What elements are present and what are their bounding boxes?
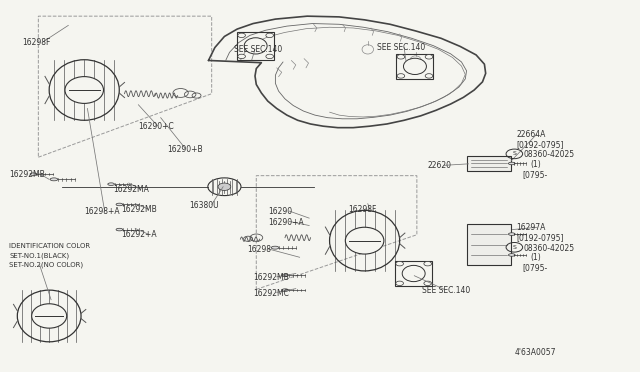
- Ellipse shape: [108, 183, 115, 186]
- Ellipse shape: [403, 58, 426, 74]
- Text: SET-NO.2(NO COLOR): SET-NO.2(NO COLOR): [9, 262, 83, 268]
- Text: 16292+A: 16292+A: [121, 230, 157, 239]
- Ellipse shape: [402, 265, 425, 282]
- Text: S: S: [513, 245, 516, 250]
- Text: 16298F: 16298F: [349, 205, 377, 215]
- Ellipse shape: [116, 228, 123, 231]
- Text: 16297A: 16297A: [516, 223, 546, 232]
- Text: 4'63A0057: 4'63A0057: [515, 347, 556, 357]
- Polygon shape: [467, 224, 511, 265]
- Text: SEE SEC.140: SEE SEC.140: [378, 43, 426, 52]
- Ellipse shape: [346, 227, 384, 254]
- Ellipse shape: [31, 304, 67, 328]
- Ellipse shape: [282, 289, 289, 291]
- Circle shape: [218, 183, 231, 190]
- Text: SEE SEC.140: SEE SEC.140: [422, 286, 470, 295]
- Ellipse shape: [508, 162, 515, 165]
- Circle shape: [396, 281, 403, 286]
- Text: 16292MA: 16292MA: [113, 185, 148, 194]
- Circle shape: [238, 54, 245, 59]
- Ellipse shape: [65, 77, 104, 103]
- Ellipse shape: [30, 173, 36, 176]
- Text: SEE SEC.140: SEE SEC.140: [234, 45, 282, 54]
- Circle shape: [238, 33, 245, 38]
- Text: (1): (1): [531, 253, 541, 263]
- Circle shape: [266, 33, 273, 38]
- Ellipse shape: [50, 178, 58, 181]
- Text: 16298F: 16298F: [22, 38, 50, 46]
- Text: [0192-0795]: [0192-0795]: [516, 233, 564, 242]
- Text: 16292MB: 16292MB: [253, 273, 289, 282]
- Ellipse shape: [208, 178, 241, 196]
- Text: IDENTIFICATION COLOR: IDENTIFICATION COLOR: [9, 243, 90, 249]
- Ellipse shape: [244, 38, 267, 54]
- Ellipse shape: [508, 254, 515, 256]
- Text: 16292MB: 16292MB: [121, 205, 157, 215]
- Text: 08360-42025: 08360-42025: [524, 150, 575, 159]
- Text: 16380U: 16380U: [189, 201, 219, 210]
- Ellipse shape: [271, 246, 279, 249]
- Text: 16290+B: 16290+B: [167, 145, 203, 154]
- Text: 16298: 16298: [246, 245, 271, 254]
- Text: (1): (1): [531, 160, 541, 169]
- Circle shape: [424, 262, 431, 266]
- Ellipse shape: [116, 203, 123, 206]
- Circle shape: [396, 262, 403, 266]
- Circle shape: [397, 74, 404, 78]
- Text: 16292MB: 16292MB: [10, 170, 45, 179]
- Text: 22664A: 22664A: [516, 130, 546, 139]
- Circle shape: [424, 281, 431, 286]
- Text: [0192-0795]: [0192-0795]: [516, 140, 564, 149]
- Text: 16290+C: 16290+C: [138, 122, 174, 131]
- Circle shape: [425, 74, 433, 78]
- Ellipse shape: [508, 233, 515, 235]
- Text: 16292MC: 16292MC: [253, 289, 289, 298]
- Circle shape: [425, 55, 433, 59]
- Text: SET-NO.1(BLACK): SET-NO.1(BLACK): [9, 252, 69, 259]
- Text: 16298+A: 16298+A: [84, 207, 120, 217]
- Text: [0795-: [0795-: [523, 263, 548, 272]
- Text: 16290: 16290: [268, 207, 292, 217]
- Polygon shape: [467, 156, 511, 171]
- Text: 16290+A: 16290+A: [268, 218, 303, 227]
- Text: [0795-: [0795-: [523, 170, 548, 179]
- Circle shape: [266, 54, 273, 59]
- Text: 22620: 22620: [427, 161, 451, 170]
- Text: S: S: [513, 151, 516, 156]
- Ellipse shape: [282, 274, 289, 277]
- Circle shape: [397, 55, 404, 59]
- Text: 08360-42025: 08360-42025: [524, 244, 575, 253]
